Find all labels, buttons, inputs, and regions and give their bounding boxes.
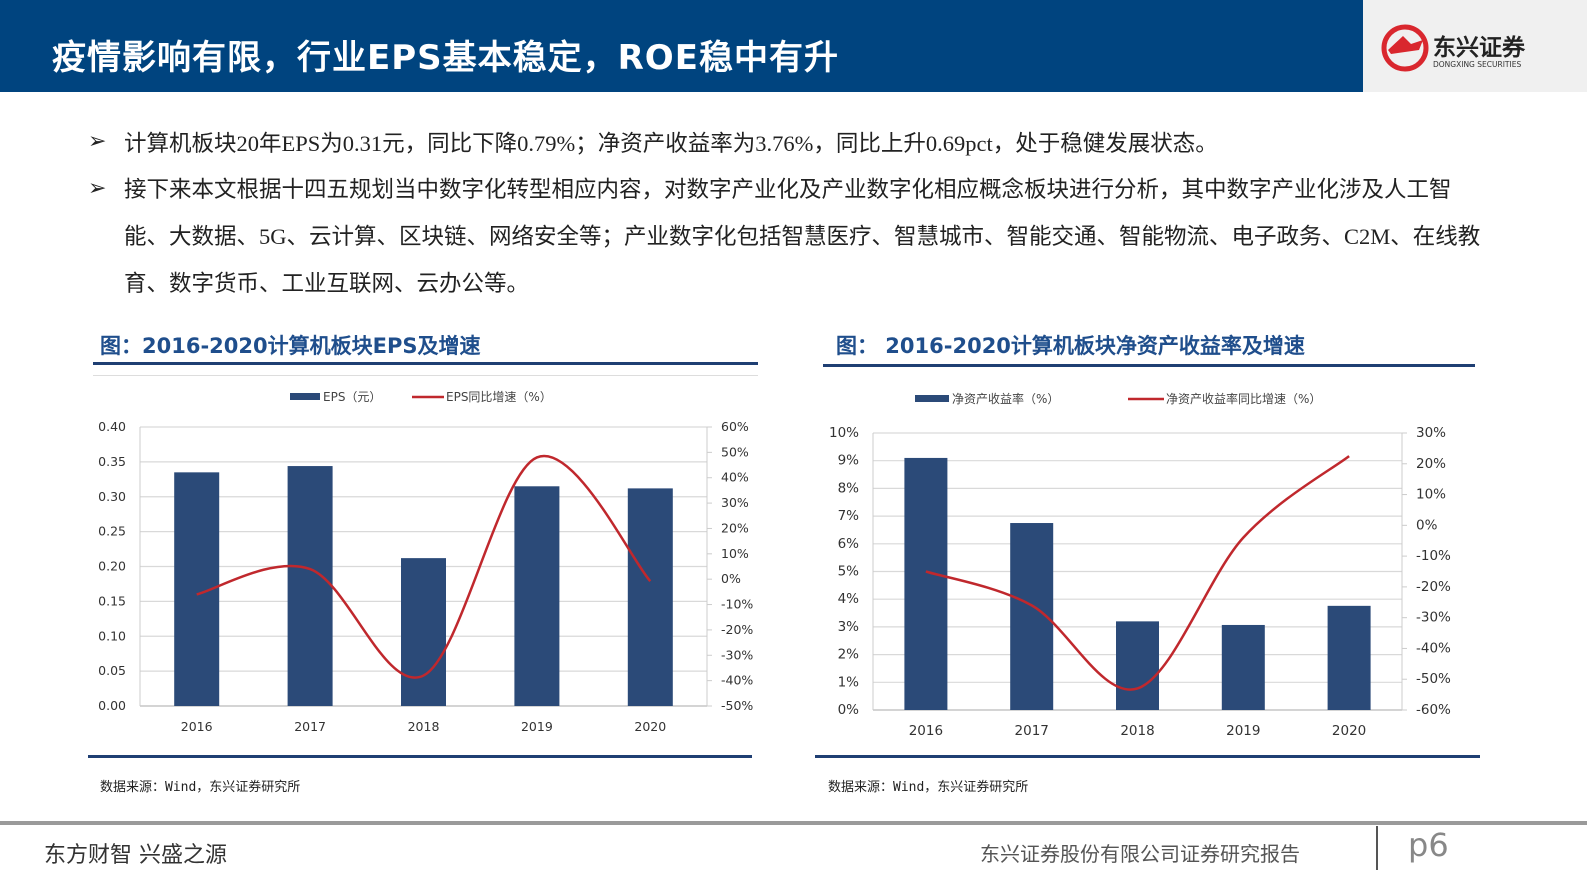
right-tick-label: 0% xyxy=(1416,517,1438,533)
bar xyxy=(1221,624,1265,710)
left-tick-label: 0.00 xyxy=(98,698,126,713)
x-tick-label: 2016 xyxy=(181,719,213,734)
source-note: 数据来源：Wind，东兴证券研究所 xyxy=(828,780,1029,795)
right-tick-label: 10% xyxy=(721,546,749,561)
right-tick-label: 30% xyxy=(1416,425,1446,441)
svg-text:东兴证券: 东兴证券 xyxy=(1433,34,1526,61)
chart-heading: 图： 2016-2020计算机板块净资产收益率及增速 xyxy=(836,334,1305,358)
left-tick-label: 0.15 xyxy=(98,593,126,608)
left-tick-label: 7% xyxy=(838,508,860,524)
left-tick-label: 4% xyxy=(838,591,860,607)
footer-company: 东兴证券股份有限公司证券研究报告 xyxy=(980,842,1300,866)
logo: 东兴证券 DONGXING SECURITIES xyxy=(1363,0,1587,92)
bar xyxy=(287,466,333,706)
x-tick-label: 2017 xyxy=(1015,723,1049,739)
left-tick-label: 0.10 xyxy=(98,628,126,643)
legend-label: EPS（元） xyxy=(323,390,381,404)
right-tick-label: -10% xyxy=(721,597,753,612)
left-tick-label: 0.05 xyxy=(98,663,126,678)
right-tick-label: 20% xyxy=(1416,456,1446,472)
x-tick-label: 2018 xyxy=(1120,723,1154,739)
right-tick-label: 30% xyxy=(721,495,749,510)
divider xyxy=(88,755,752,758)
bar xyxy=(627,488,673,706)
left-tick-label: 1% xyxy=(838,674,860,690)
page-title: 疫情影响有限，行业EPS基本稳定，ROE稳中有升 xyxy=(52,38,839,78)
right-tick-label: -40% xyxy=(1416,640,1451,656)
right-tick-label: -20% xyxy=(1416,579,1451,595)
left-tick-label: 8% xyxy=(838,480,860,496)
right-tick-label: -30% xyxy=(1416,610,1451,626)
right-tick-label: 20% xyxy=(721,520,749,535)
bullet-text: 接下来本文根据十四五规划当中数字化转型相应内容，对数字产业化及产业数字化相应概念… xyxy=(124,177,1481,296)
legend-label: 净资产收益率同比增速（%） xyxy=(1166,391,1321,406)
x-tick-label: 2020 xyxy=(1332,723,1366,739)
bar xyxy=(904,457,948,710)
left-tick-label: 0.20 xyxy=(98,559,126,574)
growth-line xyxy=(196,454,652,679)
right-tick-label: -40% xyxy=(721,673,753,688)
left-tick-label: 2% xyxy=(838,647,860,663)
left-tick-label: 0% xyxy=(838,702,860,718)
divider xyxy=(823,364,1475,367)
divider xyxy=(93,375,758,376)
right-tick-label: -30% xyxy=(721,647,753,662)
x-tick-label: 2020 xyxy=(634,719,666,734)
right-tick-label: -20% xyxy=(721,622,753,637)
divider xyxy=(93,362,758,365)
bullet-text: 计算机板块20年EPS为0.31元，同比下降0.79%；净资产收益率为3.76%… xyxy=(124,131,1218,156)
x-tick-label: 2016 xyxy=(909,723,943,739)
left-tick-label: 0.35 xyxy=(98,454,126,469)
x-tick-label: 2019 xyxy=(521,719,553,734)
legend-label: 净资产收益率（%） xyxy=(952,391,1059,406)
dongxing-logo-icon: 东兴证券 DONGXING SECURITIES xyxy=(1381,24,1526,72)
bar xyxy=(1327,605,1371,710)
divider xyxy=(1376,826,1378,870)
divider xyxy=(815,755,1480,758)
bar xyxy=(1116,621,1159,710)
bar xyxy=(401,558,446,706)
source-note: 数据来源：Wind，东兴证券研究所 xyxy=(100,780,301,795)
arrow-bullet-icon: ➢ xyxy=(88,176,107,201)
footer-divider xyxy=(0,821,1587,825)
right-tick-label: 40% xyxy=(721,470,749,485)
right-tick-label: 0% xyxy=(721,571,741,586)
x-tick-label: 2019 xyxy=(1226,723,1260,739)
left-tick-label: 0.30 xyxy=(98,489,126,504)
right-tick-label: 50% xyxy=(721,444,749,459)
footer-slogan: 东方财智 兴盛之源 xyxy=(44,843,227,868)
right-tick-label: 10% xyxy=(1416,487,1446,503)
svg-text:DONGXING SECURITIES: DONGXING SECURITIES xyxy=(1433,60,1521,69)
right-tick-label: -10% xyxy=(1416,548,1451,564)
growth-line xyxy=(925,455,1350,691)
chart-heading: 图：2016-2020计算机板块EPS及增速 xyxy=(100,334,481,358)
right-tick-label: -60% xyxy=(1416,702,1451,718)
left-tick-label: 10% xyxy=(829,425,859,441)
page-number: p6 xyxy=(1408,826,1449,864)
header-bar xyxy=(0,0,1363,92)
right-tick-label: 60% xyxy=(721,419,749,434)
legend-swatch-bar xyxy=(290,393,320,400)
right-tick-label: -50% xyxy=(1416,671,1451,687)
arrow-bullet-icon: ➢ xyxy=(88,129,107,154)
left-tick-label: 3% xyxy=(838,619,860,635)
left-tick-label: 0.40 xyxy=(98,419,126,434)
left-tick-label: 0.25 xyxy=(98,524,126,539)
left-tick-label: 5% xyxy=(838,564,860,580)
x-tick-label: 2018 xyxy=(408,719,440,734)
left-tick-label: 9% xyxy=(838,453,860,469)
legend-swatch-bar xyxy=(915,395,949,402)
bar xyxy=(514,486,560,706)
x-tick-label: 2017 xyxy=(294,719,326,734)
right-tick-label: -50% xyxy=(721,698,753,713)
left-tick-label: 6% xyxy=(838,536,860,552)
legend-label: EPS同比增速（%） xyxy=(446,390,552,404)
